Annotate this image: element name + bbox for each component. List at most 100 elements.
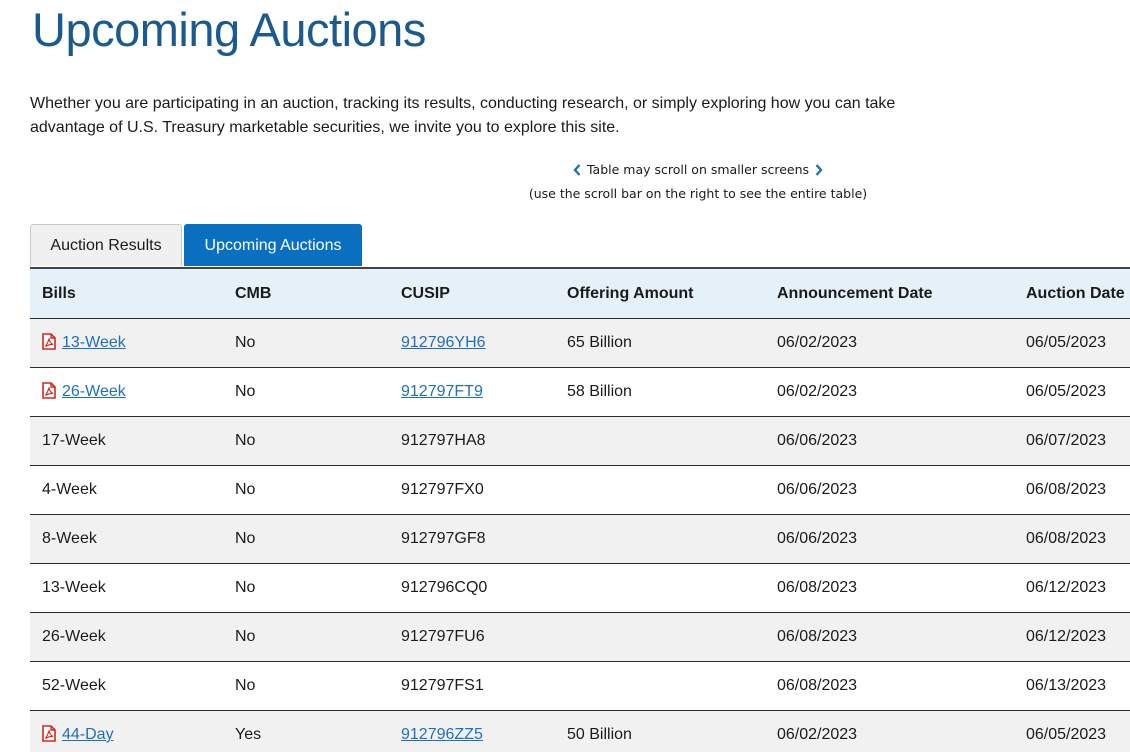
auction-date-cell-text: 06/12/2023 <box>1026 579 1107 596</box>
cmb-cell: No <box>235 613 255 661</box>
table-header-row: Bills CMB CUSIP Offering Amount Announce… <box>30 269 1130 319</box>
cmb-cell-text: No <box>235 628 256 645</box>
auction-date-cell: 06/12/2023 <box>1026 564 1106 612</box>
cusip-cell-text[interactable]: 912797FT9 <box>401 383 483 400</box>
bill-cell-text: 13-Week <box>42 579 106 596</box>
cusip-cell: 912796CQ0 <box>401 564 487 612</box>
tab-upcoming-auctions[interactable]: Upcoming Auctions <box>184 224 362 266</box>
bill-cell-text[interactable]: 13-Week <box>62 334 126 351</box>
announcement-date-cell-text: 06/08/2023 <box>777 677 858 694</box>
column-header-offering-amount: Offering Amount <box>567 285 694 302</box>
cusip-cell: 912797FT9 <box>401 368 483 416</box>
tab-auction-results[interactable]: Auction Results <box>30 224 182 266</box>
intro-text: Whether you are participating in an auct… <box>30 95 896 136</box>
chevron-left-icon[interactable] <box>573 164 581 179</box>
cmb-cell-text: No <box>235 677 256 694</box>
bill-cell-text: 26-Week <box>42 628 106 645</box>
cusip-cell-text[interactable]: 912796ZZ5 <box>401 726 483 743</box>
bill-cell: 26-Week <box>42 368 126 416</box>
cusip-cell: 912796YH6 <box>401 319 486 367</box>
column-header-auction-date: Auction Date <box>1026 285 1125 302</box>
column-header-bills: Bills <box>42 285 76 302</box>
announcement-date-cell-text: 06/06/2023 <box>777 432 858 449</box>
announcement-date-cell-text: 06/06/2023 <box>777 530 858 547</box>
pdf-icon[interactable] <box>42 714 56 742</box>
cusip-cell: 912796ZZ5 <box>401 711 483 752</box>
cmb-cell: No <box>235 368 255 416</box>
scroll-hint: Table may scroll on smaller screens <box>400 162 996 179</box>
announcement-date-cell: 06/06/2023 <box>777 515 857 563</box>
cmb-cell-text: No <box>235 481 256 498</box>
auction-date-cell: 06/07/2023 <box>1026 417 1106 465</box>
offering-amount-cell-text: 50 Billion <box>567 726 632 743</box>
announcement-date-cell-text: 06/06/2023 <box>777 481 858 498</box>
cmb-cell-text: No <box>235 383 256 400</box>
offering-amount-cell: 50 Billion <box>567 711 632 752</box>
cmb-cell-text: No <box>235 334 256 351</box>
auction-date-cell-text: 06/07/2023 <box>1026 432 1107 449</box>
bill-cell-text: 17-Week <box>42 432 106 449</box>
column-header-cusip: CUSIP <box>401 285 450 302</box>
auction-date-cell-text: 06/08/2023 <box>1026 481 1107 498</box>
chevron-right-icon[interactable] <box>815 164 823 179</box>
cmb-cell-text: Yes <box>235 726 262 743</box>
announcement-date-cell: 06/08/2023 <box>777 564 857 612</box>
table-row: 8-Week No 912797GF8 06/06/2023 06/08/2023 <box>30 515 1130 564</box>
announcement-date-cell: 06/06/2023 <box>777 466 857 514</box>
offering-amount-cell: 58 Billion <box>567 368 632 416</box>
pdf-icon[interactable] <box>42 371 56 399</box>
announcement-date-cell-text: 06/08/2023 <box>777 628 858 645</box>
page-title: Upcoming Auctions <box>32 3 426 56</box>
auction-date-cell: 06/13/2023 <box>1026 662 1106 710</box>
bill-cell: 44-Day <box>42 711 114 752</box>
cusip-cell: 912797FU6 <box>401 613 485 661</box>
table-top-rule <box>30 267 1130 269</box>
cmb-cell: Yes <box>235 711 261 752</box>
cusip-cell-text[interactable]: 912796YH6 <box>401 334 486 351</box>
bill-cell: 13-Week <box>42 564 106 612</box>
auction-date-cell: 06/05/2023 <box>1026 711 1106 752</box>
bill-cell-text: 4-Week <box>42 481 97 498</box>
announcement-date-cell-text: 06/08/2023 <box>777 579 858 596</box>
auction-date-cell-text: 06/13/2023 <box>1026 677 1107 694</box>
scroll-hint-text: Table may scroll on smaller screens <box>586 162 810 177</box>
announcement-date-cell-text: 06/02/2023 <box>777 383 858 400</box>
table-row: 4-Week No 912797FX0 06/06/2023 06/08/2023 <box>30 466 1130 515</box>
bill-cell: 26-Week <box>42 613 106 661</box>
cusip-cell-text: 912797GF8 <box>401 530 486 547</box>
announcement-date-cell: 06/06/2023 <box>777 417 857 465</box>
announcement-date-cell: 06/02/2023 <box>777 711 857 752</box>
bill-cell-text[interactable]: 44-Day <box>62 726 114 743</box>
table-row: 13-Week No 912796YH6 65 Billion 06/02/2023 06… <box>30 319 1130 368</box>
table-row: 26-Week No 912797FT9 58 Billion 06/02/2023 06… <box>30 368 1130 417</box>
announcement-date-cell: 06/08/2023 <box>777 613 857 661</box>
cusip-cell-text: 912796CQ0 <box>401 579 488 596</box>
cusip-cell-text: 912797FS1 <box>401 677 484 694</box>
bill-cell-text[interactable]: 26-Week <box>62 383 126 400</box>
announcement-date-cell-text: 06/02/2023 <box>777 726 858 743</box>
announcement-date-cell: 06/02/2023 <box>777 319 857 367</box>
offering-amount-cell-text: 65 Billion <box>567 334 632 351</box>
cmb-cell: No <box>235 319 255 367</box>
auction-date-cell-text: 06/05/2023 <box>1026 726 1107 743</box>
cmb-cell: No <box>235 417 255 465</box>
table-row: 13-Week No 912796CQ0 06/08/2023 06/12/2023 <box>30 564 1130 613</box>
column-header-announcement-date: Announcement Date <box>777 285 933 302</box>
auctions-table: Bills CMB CUSIP Offering Amount Announce… <box>30 267 1130 752</box>
cusip-cell-text: 912797FX0 <box>401 481 484 498</box>
auction-date-cell: 06/05/2023 <box>1026 319 1106 367</box>
table-row: 17-Week No 912797HA8 06/06/2023 06/07/2023 <box>30 417 1130 466</box>
cusip-cell: 912797FS1 <box>401 662 484 710</box>
announcement-date-cell: 06/08/2023 <box>777 662 857 710</box>
announcement-date-cell-text: 06/02/2023 <box>777 334 858 351</box>
bill-cell-text: 52-Week <box>42 677 106 694</box>
pdf-icon[interactable] <box>42 322 56 350</box>
cusip-cell-text: 912797HA8 <box>401 432 486 449</box>
auction-date-cell-text: 06/08/2023 <box>1026 530 1107 547</box>
bill-cell-text: 8-Week <box>42 530 97 547</box>
table-row: 26-Week No 912797FU6 06/08/2023 06/12/2023 <box>30 613 1130 662</box>
cmb-cell: No <box>235 466 255 514</box>
auction-date-cell: 06/12/2023 <box>1026 613 1106 661</box>
auction-date-cell: 06/05/2023 <box>1026 368 1106 416</box>
cmb-cell: No <box>235 662 255 710</box>
